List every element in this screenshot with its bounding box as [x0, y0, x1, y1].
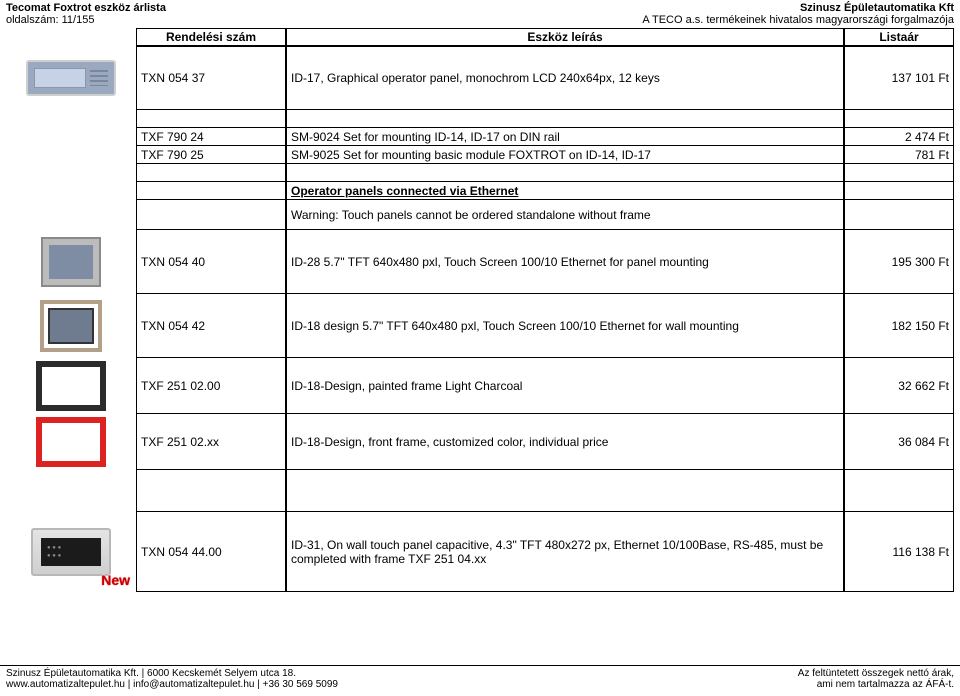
desc-cell: ID-28 5.7" TFT 640x480 pxl, Touch Screen…: [286, 230, 844, 294]
frame-dark-icon: [36, 361, 106, 411]
desc-cell: ID-18-Design, front frame, customized co…: [286, 414, 844, 470]
table-row: TXF 251 02.xx ID-18-Design, front frame,…: [6, 414, 954, 470]
title-right: Szinusz Épületautomatika Kft: [642, 2, 954, 14]
footer-left-2: www.automatizaltepulet.hu | info@automat…: [6, 679, 338, 690]
table-row: TXF 251 02.00 ID-18-Design, painted fram…: [6, 358, 954, 414]
table-header: Rendelési szám Eszköz leírás Listaár: [0, 28, 960, 46]
monitor-icon: [41, 237, 101, 287]
price-cell: 32 662 Ft: [844, 358, 954, 414]
order-cell: TXN 054 44.00: [136, 512, 286, 592]
table-row: TXF 790 25 SM-9025 Set for mounting basi…: [6, 146, 954, 164]
empty-row: [6, 470, 954, 512]
order-cell: TXF 790 25: [136, 146, 286, 164]
page-footer: Szinusz Épületautomatika Kft. | 6000 Kec…: [0, 665, 960, 692]
page-header: Tecomat Foxtrot eszköz árlista oldalszám…: [0, 0, 960, 26]
spacer: [6, 110, 954, 128]
price-cell: 137 101 Ft: [844, 46, 954, 110]
page-number: oldalszám: 11/155: [6, 14, 166, 26]
order-cell: TXF 790 24: [136, 128, 286, 146]
desc-cell: ID-31, On wall touch panel capacitive, 4…: [286, 512, 844, 592]
order-cell: TXN 054 40: [136, 230, 286, 294]
spacer: [6, 164, 954, 182]
table-row: New TXN 054 44.00 ID-31, On wall touch p…: [6, 512, 954, 592]
warning-text: Warning: Touch panels cannot be ordered …: [291, 208, 651, 222]
footer-right-2: ami nem tartalmazza az ÁFÁ-t.: [798, 679, 954, 690]
title-left: Tecomat Foxtrot eszköz árlista: [6, 2, 166, 14]
footer-right-1: Az feltüntetett összegek nettó árak,: [798, 668, 954, 679]
wallpanel-icon: [31, 528, 111, 576]
section-row: Operator panels connected via Ethernet: [6, 182, 954, 200]
warning-row: Warning: Touch panels cannot be ordered …: [6, 200, 954, 230]
col-desc: Eszköz leírás: [286, 28, 844, 46]
col-order: Rendelési szám: [136, 28, 286, 46]
order-cell: TXN 054 42: [136, 294, 286, 358]
desc-cell: ID-18-Design, painted frame Light Charco…: [286, 358, 844, 414]
order-cell: TXN 054 37: [136, 46, 286, 110]
desc-cell: SM-9024 Set for mounting ID-14, ID-17 on…: [286, 128, 844, 146]
section-title: Operator panels connected via Ethernet: [291, 184, 518, 198]
table-row: TXN 054 37 ID-17, Graphical operator pan…: [6, 46, 954, 110]
frame-red-icon: [36, 417, 106, 467]
table-row: TXF 790 24 SM-9024 Set for mounting ID-1…: [6, 128, 954, 146]
desc-cell: SM-9025 Set for mounting basic module FO…: [286, 146, 844, 164]
table-row: TXN 054 42 ID-18 design 5.7" TFT 640x480…: [6, 294, 954, 358]
new-badge: New: [101, 572, 130, 588]
order-cell: TXF 251 02.00: [136, 358, 286, 414]
col-price: Listaár: [844, 28, 954, 46]
price-cell: 2 474 Ft: [844, 128, 954, 146]
footer-left-1: Szinusz Épületautomatika Kft. | 6000 Kec…: [6, 668, 338, 679]
order-cell: TXF 251 02.xx: [136, 414, 286, 470]
desc-cell: ID-18 design 5.7" TFT 640x480 pxl, Touch…: [286, 294, 844, 358]
price-cell: 195 300 Ft: [844, 230, 954, 294]
price-cell: 36 084 Ft: [844, 414, 954, 470]
subtitle-right: A TECO a.s. termékeinek hivatalos magyar…: [642, 14, 954, 26]
monitor-icon: [40, 300, 102, 352]
panel-icon: [26, 60, 116, 96]
price-cell: 116 138 Ft: [844, 512, 954, 592]
desc-cell: ID-17, Graphical operator panel, monochr…: [286, 46, 844, 110]
table-row: TXN 054 40 ID-28 5.7" TFT 640x480 pxl, T…: [6, 230, 954, 294]
price-cell: 781 Ft: [844, 146, 954, 164]
price-cell: 182 150 Ft: [844, 294, 954, 358]
